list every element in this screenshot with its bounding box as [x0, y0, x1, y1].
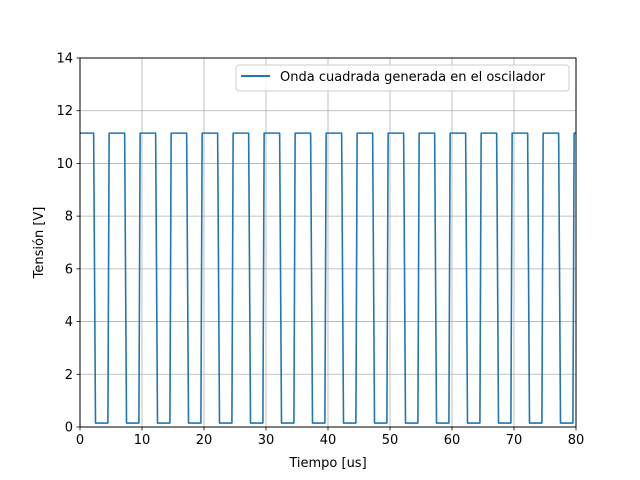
legend: Onda cuadrada generada en el oscilador — [235, 64, 570, 92]
y-axis-label: Tensión [V] — [32, 207, 47, 280]
legend-box — [235, 64, 570, 92]
y-tick-label: 4 — [65, 315, 73, 330]
legend-label: Onda cuadrada generada en el oscilador — [280, 70, 546, 85]
x-tick-label: 20 — [196, 433, 213, 448]
x-tick-label: 60 — [444, 433, 461, 448]
y-tick-label: 6 — [65, 262, 73, 277]
x-tick-label: 80 — [568, 433, 585, 448]
x-tick-label: 70 — [506, 433, 523, 448]
x-tick-label: 10 — [134, 433, 151, 448]
y-axis-ticks: 0 2 4 6 8 10 12 14 — [56, 52, 80, 436]
x-tick-label: 40 — [320, 433, 337, 448]
series-line — [80, 132, 576, 424]
x-axis-ticks: 0 10 20 30 40 50 60 70 80 — [76, 427, 584, 448]
y-tick-label: 14 — [56, 52, 73, 67]
x-tick-label: 0 — [76, 433, 84, 448]
y-tick-label: 8 — [65, 210, 73, 225]
y-tick-label: 0 — [65, 421, 73, 436]
y-tick-label: 2 — [65, 368, 73, 383]
x-tick-label: 30 — [258, 433, 275, 448]
x-tick-label: 50 — [382, 433, 399, 448]
x-axis-label: Tiempo [us] — [288, 456, 366, 471]
series-layer — [80, 132, 576, 424]
y-tick-label: 10 — [56, 157, 73, 172]
y-tick-label: 12 — [56, 104, 73, 119]
